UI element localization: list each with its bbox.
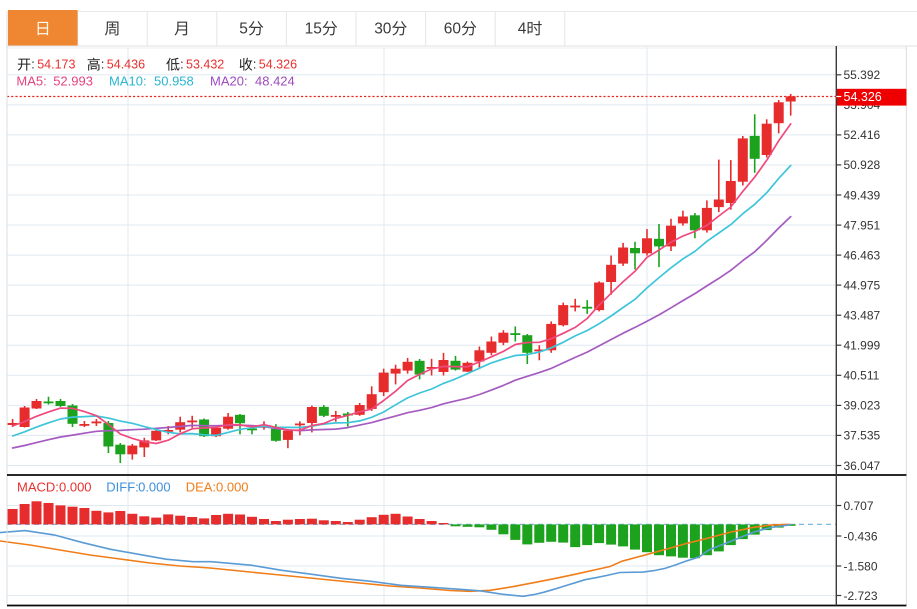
svg-text:47.951: 47.951 [844,218,881,232]
svg-text:54.436: 54.436 [107,57,145,71]
svg-text:52.993: 52.993 [53,73,93,88]
svg-text:54.326: 54.326 [259,57,297,71]
svg-text:44.975: 44.975 [844,278,881,292]
svg-text:53.432: 53.432 [186,57,224,71]
svg-text:50.928: 50.928 [844,158,881,172]
svg-text:MACD:: MACD: [17,479,59,494]
svg-text:-2.723: -2.723 [844,589,878,603]
svg-text:0.000: 0.000 [216,479,249,494]
svg-text:43.487: 43.487 [844,309,881,323]
svg-text:46.463: 46.463 [844,248,881,262]
svg-text::: : [253,57,256,71]
svg-text::: : [101,57,104,71]
svg-text:-1.580: -1.580 [844,559,878,573]
svg-text:5: 5 [239,20,248,37]
svg-text:15: 15 [305,20,322,37]
svg-text:30: 30 [374,20,392,37]
svg-text:41.999: 41.999 [844,339,881,353]
svg-text:39.023: 39.023 [844,399,881,413]
svg-text:0.707: 0.707 [844,499,874,513]
svg-text:40.511: 40.511 [844,369,880,383]
svg-text:54.173: 54.173 [37,57,75,71]
svg-text:49.439: 49.439 [844,188,881,202]
svg-text:36.047: 36.047 [844,459,881,473]
svg-text:52.416: 52.416 [844,128,881,142]
svg-text:0.000: 0.000 [59,479,92,494]
svg-text:DEA:: DEA: [186,479,216,494]
svg-text:50.958: 50.958 [154,73,194,88]
svg-text:4: 4 [518,20,527,37]
svg-text:37.535: 37.535 [844,429,881,443]
svg-text:54.326: 54.326 [844,90,882,104]
svg-text:MA20:: MA20: [210,73,248,88]
svg-text:MA10:: MA10: [109,73,147,88]
svg-text::: : [31,57,34,71]
svg-text:DIFF:: DIFF: [106,479,139,494]
svg-text:MA5:: MA5: [16,73,46,88]
svg-text:0.000: 0.000 [138,479,171,494]
svg-text::: : [180,57,183,71]
svg-text:48.424: 48.424 [255,73,295,88]
svg-text:60: 60 [444,20,462,37]
svg-text:-0.436: -0.436 [844,529,878,543]
svg-text:55.392: 55.392 [844,68,881,82]
